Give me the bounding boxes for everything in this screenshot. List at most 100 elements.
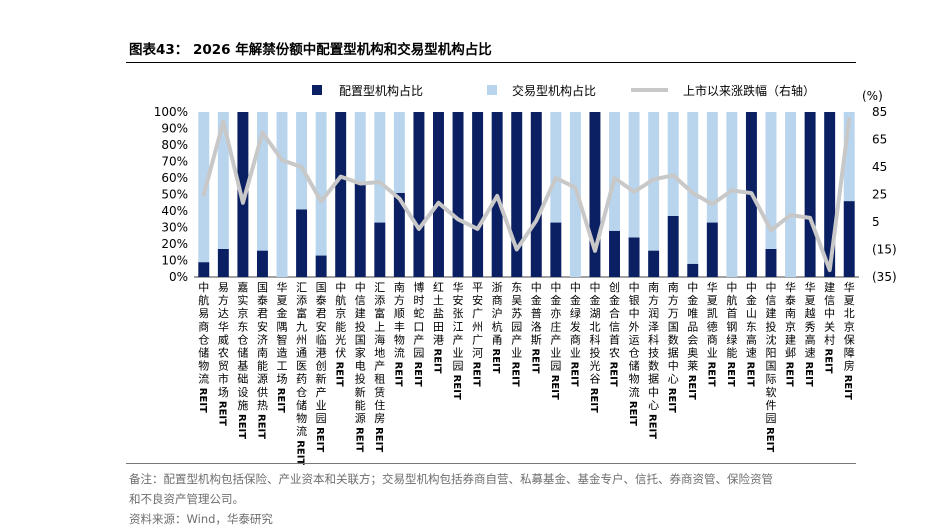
x-tick-reit: REIT: [588, 388, 599, 413]
x-tick-char: 造: [277, 346, 288, 360]
x-tick-reit: REIT: [705, 362, 716, 387]
x-tick-char: 流: [394, 346, 405, 360]
x-tick-char: 阳: [765, 347, 776, 360]
bar-config: [648, 250, 660, 277]
x-tick-char: 嘉: [237, 280, 248, 294]
x-tick-char: 首: [609, 332, 620, 346]
x-tick-char: 斯: [531, 333, 542, 346]
y-right-tick-label: (35): [872, 270, 897, 284]
x-tick-char: 中: [198, 281, 209, 294]
x-tick-reit: REIT: [236, 414, 247, 439]
x-tick-char: 莱: [687, 360, 698, 373]
x-tick-char: 浙: [492, 281, 503, 294]
bar-config: [335, 112, 347, 277]
bar-trade: [296, 112, 308, 210]
x-tick-char: 家: [355, 346, 366, 360]
bar-config: [765, 248, 777, 277]
x-tick-char: 流: [296, 424, 307, 438]
x-tick-char: 供: [257, 385, 268, 399]
x-tick-reit: REIT: [725, 362, 736, 387]
x-tick-char: 润: [648, 306, 659, 320]
bars: [198, 112, 855, 277]
x-tick-char: 高: [805, 332, 816, 346]
x-tick-char: 华: [844, 280, 855, 294]
x-tick-char: 产: [511, 332, 522, 346]
x-tick-reit: REIT: [608, 362, 619, 387]
x-tick-char: 业: [316, 399, 327, 412]
x-tick-char: 京: [237, 306, 248, 320]
y-left-tick-label: 0%: [169, 270, 188, 284]
x-tick-reit: REIT: [764, 427, 775, 452]
x-tick-char: 物: [394, 332, 405, 346]
x-tick-char: 中: [570, 281, 581, 294]
x-tick-char: 通: [296, 347, 307, 360]
x-tick-labels: 中航易商仓储物流REIT易方达华威农贸市场REIT嘉实京东仓储基础设施REIT国…: [197, 280, 855, 465]
x-tick-reit: REIT: [255, 414, 266, 439]
x-tick-char: 河: [472, 347, 483, 360]
x-tick-reit: REIT: [529, 349, 540, 374]
bar-trade: [785, 112, 797, 277]
x-tick-char: 杭: [492, 319, 503, 333]
x-tick-reit: REIT: [823, 349, 834, 374]
x-tick-char: 州: [296, 333, 307, 346]
x-tick-char: 银: [629, 293, 640, 307]
x-tick-char: 品: [687, 320, 698, 333]
x-tick-char: 平: [472, 281, 483, 294]
x-tick-char: 能: [355, 398, 366, 412]
x-tick-char: 能: [335, 319, 346, 333]
x-tick-char: 南: [785, 307, 796, 320]
y-left-tick-label: 50%: [161, 188, 188, 202]
x-tick-char: 软: [765, 385, 776, 399]
x-tick-char: 张: [453, 307, 464, 320]
x-tick-char: 国: [355, 333, 366, 346]
x-tick-char: 件: [765, 399, 776, 412]
x-tick-char: 场: [218, 385, 229, 399]
x-tick-char: 建: [785, 332, 796, 346]
x-tick-char: 储: [237, 346, 248, 360]
x-tick-char: 中: [687, 281, 698, 294]
x-tick-char: 凯: [707, 307, 718, 320]
x-tick-char: 中: [726, 281, 737, 294]
x-tick-char: 洛: [531, 319, 542, 333]
x-tick-char: 方: [668, 293, 679, 307]
x-tick-char: 储: [296, 398, 307, 412]
x-tick-char: 越: [805, 306, 816, 320]
x-tick-char: 业: [570, 347, 581, 360]
x-tick-char: 安: [453, 293, 464, 307]
x-tick-char: 速: [746, 347, 757, 360]
x-tick-char: 建: [765, 306, 776, 320]
x-tick-char: 南: [668, 281, 679, 294]
x-tick-char: 科: [589, 332, 600, 346]
x-tick-char: 业: [550, 347, 561, 360]
x-tick-char: 奥: [687, 346, 698, 360]
x-tick-char: 金: [531, 293, 542, 307]
bar-trade: [256, 112, 268, 251]
x-tick-char: 海: [374, 332, 385, 346]
x-tick-char: 易: [198, 307, 209, 320]
bar-trade: [687, 112, 699, 264]
y-left-tick-label: 40%: [161, 204, 188, 218]
x-tick-char: 产: [550, 332, 561, 346]
x-tick-char: 君: [257, 307, 268, 320]
x-tick-char: 夏: [707, 294, 718, 307]
y-right-tick-label: (15): [872, 243, 897, 257]
x-tick-char: 上: [374, 320, 385, 333]
x-tick-char: 口: [413, 320, 424, 333]
x-tick-char: 障: [844, 346, 855, 360]
x-tick-char: 东: [511, 281, 522, 294]
x-tick-char: 安: [316, 319, 327, 333]
x-tick-char: 商: [492, 293, 503, 307]
bar-config: [843, 201, 855, 277]
x-tick-char: 村: [824, 332, 835, 346]
